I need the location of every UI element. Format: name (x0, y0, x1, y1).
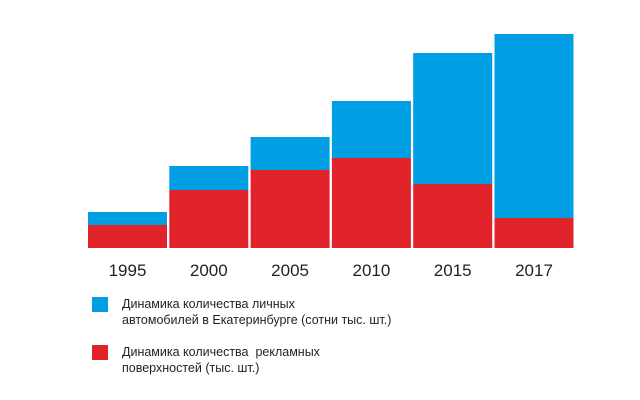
legend-item-cars: Динамика количества личных автомобилей в… (92, 296, 632, 328)
bar-2005-series-0 (250, 170, 330, 248)
stacked-bar-chart: 1995 2000 2005 2010 2015 2017 (88, 34, 574, 280)
bar-2005-series-1 (250, 137, 330, 170)
x-axis-ticks: 1995 2000 2005 2010 2015 2017 (109, 261, 553, 280)
x-tick-label-2010: 2010 (352, 261, 390, 280)
x-tick-label-2017: 2017 (515, 261, 553, 280)
x-tick-label-2000: 2000 (190, 261, 228, 280)
bar-2010-series-0 (331, 158, 411, 248)
bar-2015-series-1 (413, 53, 493, 184)
legend-label-ads: Динамика количества рекламных поверхност… (122, 345, 320, 375)
legend-label-cars: Динамика количества личных автомобилей в… (122, 297, 392, 327)
bar-1995-series-1 (88, 212, 167, 225)
legend-swatch-cars (92, 297, 108, 312)
bars-group (88, 34, 574, 248)
bar-2000-series-0 (169, 190, 249, 248)
legend-item-ads: Динамика количества рекламных поверхност… (92, 344, 632, 376)
bar-2000-series-1 (169, 166, 249, 190)
bar-2010-series-1 (331, 101, 411, 158)
bar-1995-series-0 (88, 225, 167, 248)
bar-2017-series-0 (494, 218, 574, 248)
bar-2017-series-1 (494, 34, 574, 218)
x-tick-label-2015: 2015 (434, 261, 472, 280)
x-tick-label-1995: 1995 (109, 261, 147, 280)
bar-2015-series-0 (413, 184, 493, 248)
legend-swatch-ads (92, 345, 108, 360)
x-tick-label-2005: 2005 (271, 261, 309, 280)
